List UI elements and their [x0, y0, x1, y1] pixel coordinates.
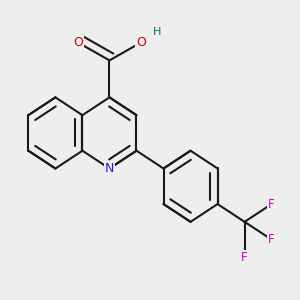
- Text: F: F: [241, 251, 248, 264]
- Text: N: N: [105, 162, 114, 175]
- Text: F: F: [268, 233, 275, 246]
- Text: H: H: [153, 27, 161, 37]
- Text: F: F: [268, 198, 275, 211]
- Text: O: O: [73, 36, 83, 49]
- Text: O: O: [136, 36, 146, 49]
